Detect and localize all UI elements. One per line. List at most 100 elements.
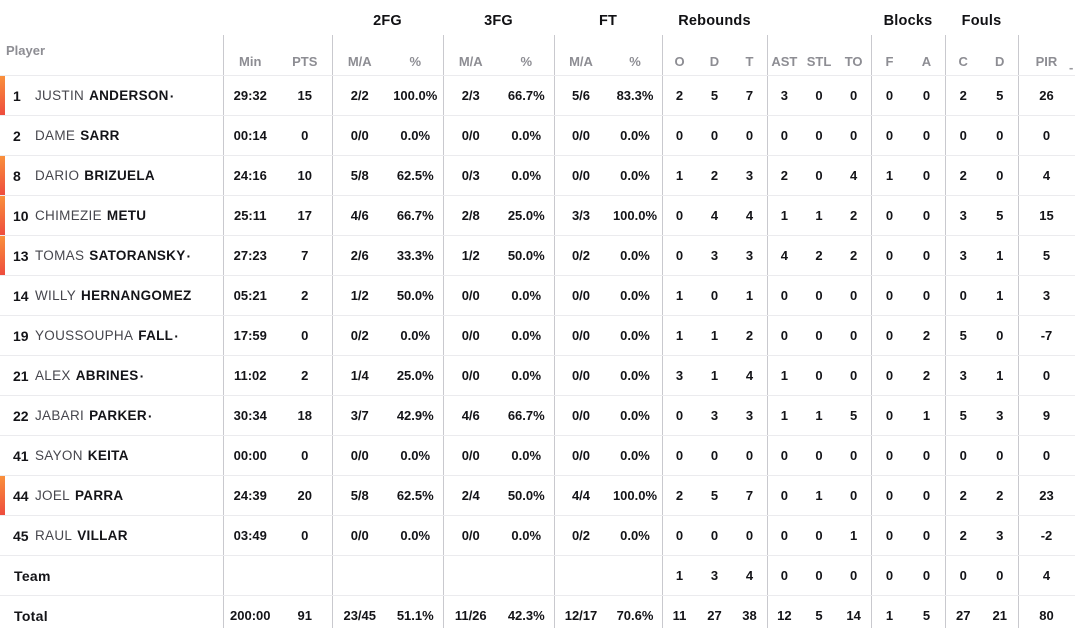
cell-3fg-pct: 0.0% — [511, 448, 542, 463]
cell-pir: 0 — [1042, 368, 1051, 383]
cell-ft-ma: 0/2 — [571, 528, 591, 543]
cell-ast: 3 — [780, 88, 788, 103]
table-row[interactable]: 41 SAYON KEITA 00:00 0 0/0 0.0% 0/0 0.0%… — [0, 435, 1075, 475]
player-last-name: SARR — [80, 128, 120, 143]
cell-ast: 0 — [780, 528, 788, 543]
jersey-number: 13 — [13, 247, 29, 264]
cell-min: 03:49 — [233, 528, 267, 543]
table-row[interactable]: 14 WILLY HERNANGOMEZ 05:21 2 1/2 50.0% 0… — [0, 275, 1075, 315]
cell-foul-c: 0 — [959, 128, 967, 143]
cell-foul-c: 2 — [959, 168, 967, 183]
cell-blk-a: 0 — [922, 488, 931, 503]
cell-3fg-pct: 0.0% — [511, 168, 542, 183]
cell-ft-pct: 0.0% — [620, 128, 650, 143]
player-first-name: JABARI — [35, 408, 85, 423]
table-row[interactable]: 45 RAUL VILLAR 03:49 0 0/0 0.0% 0/0 0.0%… — [0, 515, 1075, 555]
cell-pts: 91 — [297, 608, 312, 623]
table-row[interactable]: 21 ALEX ABRINES · 11:02 2 1/4 25.0% 0/0 … — [0, 355, 1075, 395]
starter-dot: · — [139, 367, 145, 384]
cell-ft-pct: 100.0% — [612, 488, 658, 503]
cell-reb-d: 3 — [710, 568, 719, 583]
cell-ft-ma: 0/2 — [571, 248, 591, 263]
column-header-pts: PTS — [292, 54, 318, 69]
table-row[interactable]: 2 DAME SARR 00:14 0 0/0 0.0% 0/0 0.0% 0/… — [0, 115, 1075, 155]
cell-3fg-pct: 0.0% — [511, 328, 542, 343]
table-row[interactable]: 19 YOUSSOUPHA FALL · 17:59 0 0/2 0.0% 0/… — [0, 315, 1075, 355]
player-cell: 21 ALEX ABRINES · — [0, 356, 223, 395]
cell-reb-t: 0 — [745, 448, 754, 463]
cell-blk-a: 0 — [922, 208, 931, 223]
cell-to: 0 — [850, 288, 858, 303]
group-header-fouls: Fouls — [961, 13, 1002, 29]
cell-2fg-pct: 0.0% — [400, 128, 431, 143]
cell-2fg-pct: 0.0% — [400, 328, 431, 343]
cell-reb-d: 5 — [710, 488, 719, 503]
column-header-ft-pct: % — [629, 54, 641, 69]
cell-2fg-ma: 0/0 — [350, 528, 369, 543]
cell-stl: 5 — [815, 608, 823, 623]
jersey-number: 14 — [13, 287, 29, 304]
column-header-ast: AST — [771, 54, 798, 69]
cell-3fg-ma: 0/0 — [461, 368, 480, 383]
cell-min: 25:11 — [233, 208, 267, 223]
cell-ft-ma: 0/0 — [571, 288, 591, 303]
cell-2fg-pct: 0.0% — [400, 448, 431, 463]
cell-pts: 7 — [301, 248, 309, 263]
starter-dot: · — [169, 87, 175, 104]
on-court-indicator-bar — [0, 236, 5, 275]
cell-stl: 0 — [815, 168, 823, 183]
cell-ft-ma: 0/0 — [571, 168, 591, 183]
cell-2fg-ma: 4/6 — [350, 208, 369, 223]
cell-3fg-pct: 0.0% — [511, 128, 542, 143]
cell-foul-d: 0 — [996, 328, 1004, 343]
cell-to: 5 — [850, 408, 858, 423]
cell-ft-ma: 3/3 — [571, 208, 591, 223]
cell-reb-t: 1 — [745, 288, 754, 303]
table-row[interactable]: 22 JABARI PARKER · 30:34 18 3/7 42.9% 4/… — [0, 395, 1075, 435]
table-row[interactable]: 13 TOMAS SATORANSKY · 27:23 7 2/6 33.3% … — [0, 235, 1075, 275]
cell-ft-pct: 100.0% — [612, 208, 658, 223]
table-row[interactable]: 10 CHIMEZIE METU 25:11 17 4/6 66.7% 2/8 … — [0, 195, 1075, 235]
player-first-name: ALEX — [35, 368, 71, 383]
cell-pts: 20 — [297, 488, 312, 503]
player-cell: 41 SAYON KEITA — [0, 436, 223, 475]
cell-foul-d: 3 — [996, 528, 1004, 543]
cell-3fg-pct: 0.0% — [511, 528, 542, 543]
cell-2fg-ma: 1/4 — [350, 368, 369, 383]
cell-reb-d: 27 — [707, 608, 722, 623]
cell-blk-a: 2 — [922, 368, 931, 383]
cell-reb-o: 1 — [675, 288, 684, 303]
cell-2fg-ma: 3/7 — [350, 408, 369, 423]
table-row[interactable]: 44 JOEL PARRA 24:39 20 5/8 62.5% 2/4 50.… — [0, 475, 1075, 515]
cell-blk-a: 0 — [922, 448, 931, 463]
column-header-foul-c: C — [958, 54, 968, 69]
cell-ft-ma: 12/17 — [564, 608, 598, 623]
player-first-name: CHIMEZIE — [35, 208, 102, 223]
cell-2fg-ma: 0/0 — [350, 128, 369, 143]
player-cell: 19 YOUSSOUPHA FALL · — [0, 316, 223, 355]
cell-ast: 4 — [780, 248, 788, 263]
cell-ast: 12 — [777, 608, 792, 623]
player-cell: 44 JOEL PARRA — [0, 476, 223, 515]
cell-reb-o: 1 — [675, 568, 684, 583]
cell-3fg-ma: 4/6 — [461, 408, 480, 423]
player-last-name: Total — [14, 607, 48, 624]
cell-2fg-ma: 2/2 — [350, 88, 369, 103]
jersey-number: 8 — [13, 167, 21, 184]
table-row[interactable]: 8 DARIO BRIZUELA 24:16 10 5/8 62.5% 0/3 … — [0, 155, 1075, 195]
cell-2fg-ma: 5/8 — [350, 488, 369, 503]
cell-ft-ma: 0/0 — [571, 448, 591, 463]
player-last-name: Team — [14, 567, 51, 584]
column-header-to: TO — [844, 54, 863, 69]
cell-pts: 2 — [301, 288, 309, 303]
cell-3fg-ma: 0/0 — [461, 448, 480, 463]
cell-reb-t: 2 — [745, 328, 754, 343]
cell-reb-t: 4 — [745, 368, 754, 383]
cell-to: 0 — [850, 128, 858, 143]
cell-pts: 17 — [297, 208, 312, 223]
table-row[interactable]: 1 JUSTIN ANDERSON · 29:32 15 2/2 100.0% … — [0, 75, 1075, 115]
cell-stl: 0 — [815, 328, 823, 343]
cell-blk-f: 0 — [885, 448, 894, 463]
starter-dot: · — [186, 247, 192, 264]
cell-to: 0 — [850, 368, 858, 383]
